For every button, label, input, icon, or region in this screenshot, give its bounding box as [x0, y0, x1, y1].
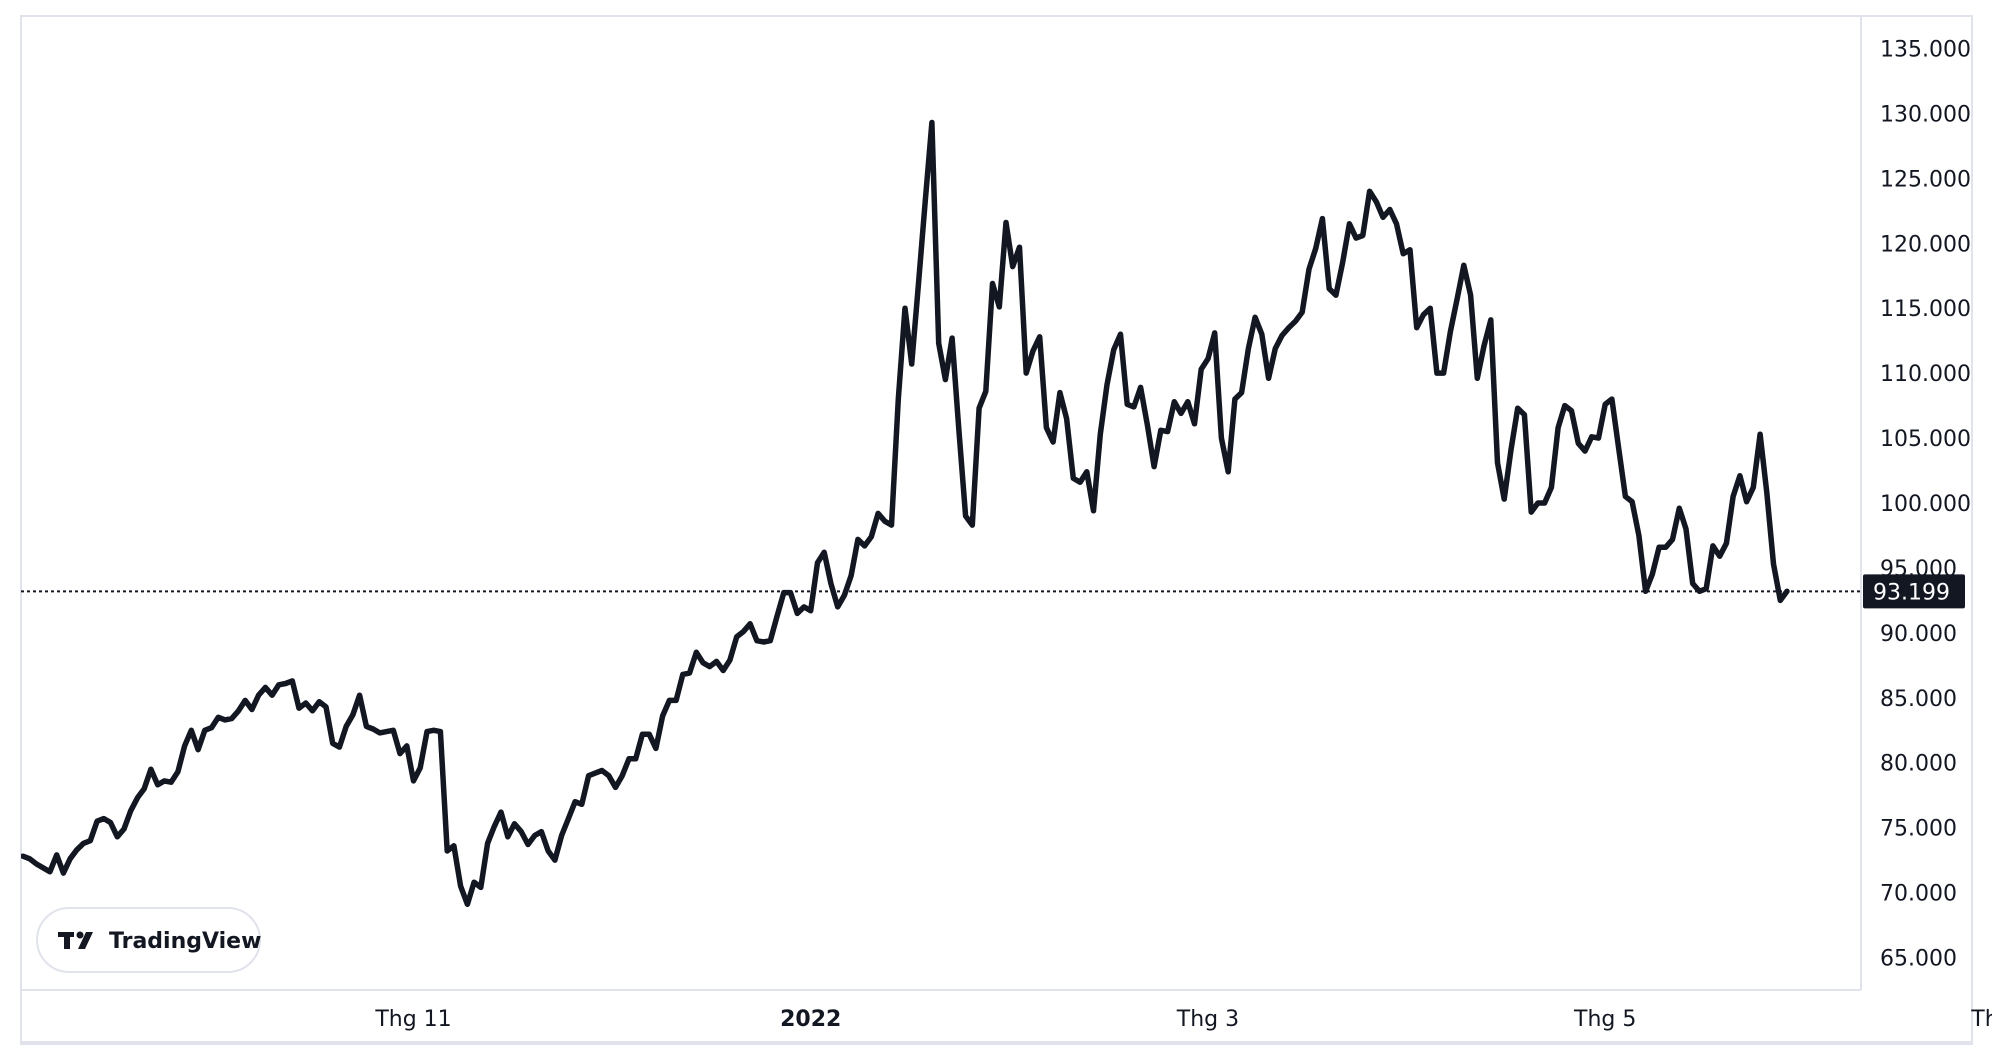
price-axis-tick-label: 85.000 — [1880, 687, 1957, 712]
price-axis-tick-label: 75.000 — [1880, 817, 1957, 842]
price-axis-tick-label: 115.000 — [1880, 297, 1971, 322]
price-axis-tick-label: 65.000 — [1880, 947, 1957, 972]
tradingview-logo-icon — [58, 931, 93, 949]
price-axis-tick-label: 120.000 — [1880, 232, 1971, 257]
time-axis-tick-label: Thg 5 — [1573, 1007, 1636, 1032]
tradingview-logo-text: TradingView — [109, 929, 261, 954]
price-axis-tick-label: 70.000 — [1880, 882, 1957, 907]
price-axis-tick-label: 110.000 — [1880, 362, 1971, 387]
time-axis-tick-label: Thg 7 — [1970, 1007, 1992, 1032]
price-axis-tick-label: 135.000 — [1880, 37, 1971, 62]
time-axis-tick-label: Thg 3 — [1176, 1007, 1239, 1032]
time-axis-tick-label: 2022 — [780, 1007, 841, 1032]
last-price-label-text: 93.199 — [1873, 580, 1950, 605]
last-price-label-bg — [1863, 574, 1965, 609]
price-axis-tick-label: 100.000 — [1880, 492, 1971, 517]
tradingview-badge[interactable]: TradingView — [36, 907, 261, 973]
price-axis-tick-label: 90.000 — [1880, 622, 1957, 647]
price-series-line — [21, 119, 1790, 908]
price-axis-tick-label: 105.000 — [1880, 427, 1971, 452]
price-axis-ticks: 135.000 130.000 125.000 120.000 115.000 110.0… — [1880, 37, 1971, 971]
tradingview-badge-bg — [36, 907, 261, 973]
last-price-label: 93.199 — [1863, 574, 1965, 609]
price-axis-tick-label: 80.000 — [1880, 752, 1957, 777]
plot-frame — [20, 15, 1973, 1045]
price-axis-tick-label: 125.000 — [1880, 167, 1971, 192]
time-axis-tick-label: Thg 11 — [374, 1007, 451, 1032]
price-axis-tick-label: 130.000 — [1880, 102, 1971, 127]
